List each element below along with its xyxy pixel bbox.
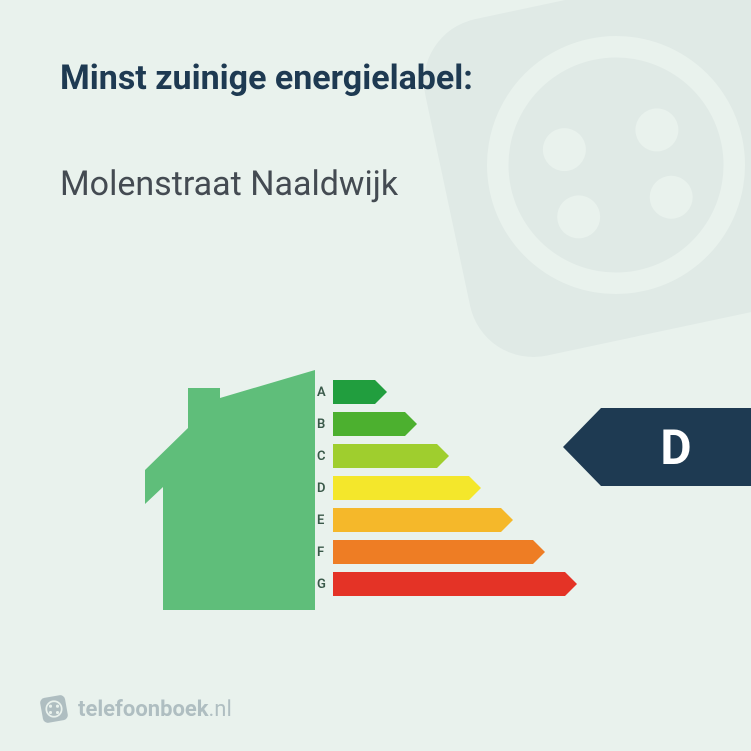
energy-bars: A B C D E F G (317, 376, 565, 600)
energy-bar-row: B (317, 408, 565, 440)
energy-bar (333, 412, 405, 436)
bar-letter: D (317, 481, 333, 496)
indicator-arrow-icon (563, 408, 601, 486)
energy-bar-row: A (317, 376, 565, 408)
bar-letter: A (317, 385, 333, 400)
address-subtitle: Molenstraat Naaldwijk (60, 164, 398, 204)
page-title: Minst zuinige energielabel: (60, 58, 473, 98)
energy-bar-row: G (317, 568, 565, 600)
energy-bar (333, 444, 437, 468)
bar-letter: E (317, 513, 333, 528)
energy-bar-row: E (317, 504, 565, 536)
bar-letter: F (317, 545, 333, 560)
footer-brand-tld: .nl (209, 697, 232, 722)
footer-brand-name: telefoonboek (78, 697, 209, 722)
bar-letter: C (317, 449, 333, 464)
footer-text: telefoonboek.nl (78, 697, 232, 722)
energy-bar (333, 572, 565, 596)
energy-bar-row: C (317, 440, 565, 472)
energy-bar (333, 476, 469, 500)
indicator-body: D (601, 408, 751, 486)
footer-brand: telefoonboek.nl (40, 695, 232, 723)
energy-bar-row: D (317, 472, 565, 504)
phonebook-icon (40, 695, 68, 723)
bar-letter: B (317, 417, 333, 432)
rating-indicator: D (563, 408, 751, 486)
energy-label-chart: A B C D E F G (145, 370, 615, 630)
energy-bar (333, 508, 501, 532)
bar-letter: G (317, 577, 333, 592)
energy-bar (333, 540, 533, 564)
indicator-letter: D (660, 419, 691, 476)
house-icon (145, 370, 315, 610)
energy-bar-row: F (317, 536, 565, 568)
energy-bar (333, 380, 375, 404)
